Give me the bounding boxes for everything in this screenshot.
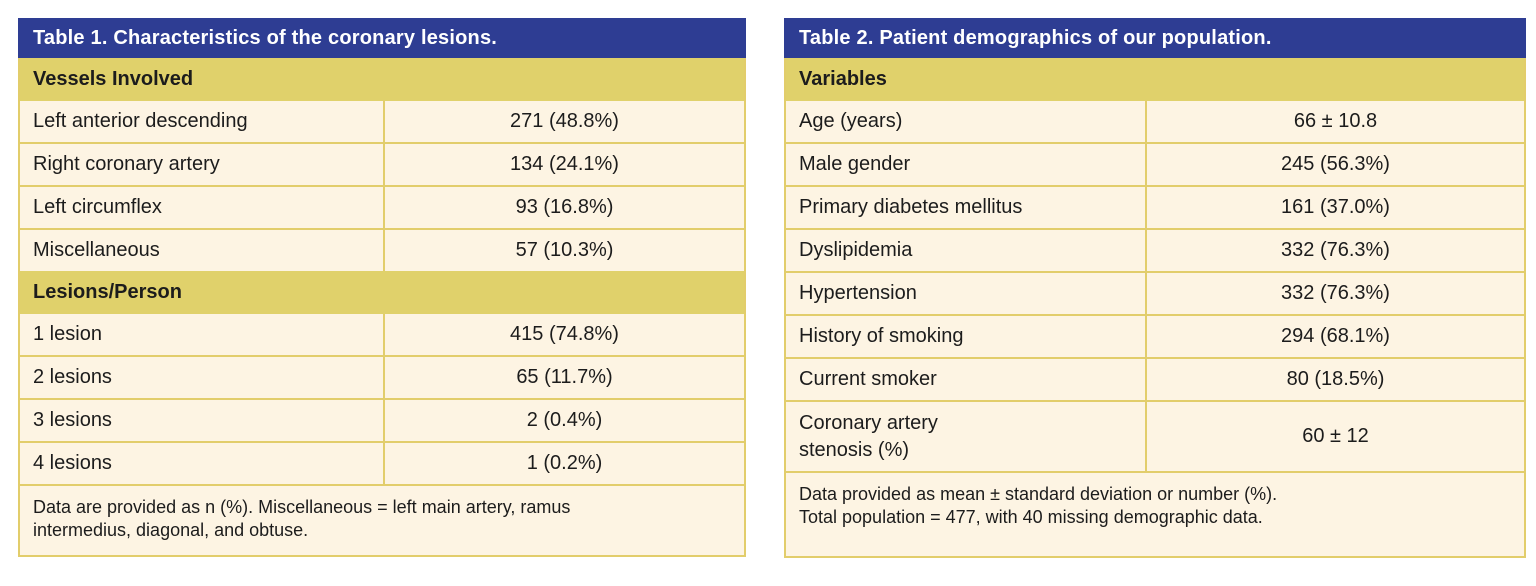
table-row: 3 lesions 2 (0.4%) (20, 398, 744, 441)
row-value: 161 (37.0%) (1281, 196, 1390, 218)
table1-body: Vessels Involved Left anterior descending… (18, 58, 746, 557)
row-label: Age (years) (786, 101, 1147, 142)
row-value: 415 (74.8%) (510, 323, 619, 345)
section-header: Variables (786, 58, 1524, 101)
row-label: 4 lesions (20, 443, 385, 484)
table-row: Male gender 245 (56.3%) (786, 142, 1524, 185)
section-header: Lesions/Person (20, 271, 744, 314)
row-label: Dyslipidemia (786, 230, 1147, 271)
table-row: Coronary artery stenosis (%) 60 ± 12 (786, 400, 1524, 471)
row-value: 332 (76.3%) (1281, 282, 1390, 304)
row-label: Miscellaneous (20, 230, 385, 271)
table-row: Primary diabetes mellitus 161 (37.0%) (786, 185, 1524, 228)
row-value: 332 (76.3%) (1281, 239, 1390, 261)
row-value: 271 (48.8%) (510, 110, 619, 132)
section-header: Vessels Involved (20, 58, 744, 101)
table-row: Left circumflex 93 (16.8%) (20, 185, 744, 228)
table-row: Miscellaneous 57 (10.3%) (20, 228, 744, 271)
table2-title: Table 2. Patient demographics of our pop… (784, 18, 1526, 58)
row-value: 93 (16.8%) (515, 196, 614, 218)
row-label: Left anterior descending (20, 101, 385, 142)
row-label: 2 lesions (20, 357, 385, 398)
table-row: 1 lesion 415 (74.8%) (20, 314, 744, 355)
row-label: Hypertension (786, 273, 1147, 314)
row-label: Left circumflex (20, 187, 385, 228)
row-label: 3 lesions (20, 400, 385, 441)
row-value: 66 ± 10.8 (1293, 110, 1378, 132)
row-label: Primary diabetes mellitus (786, 187, 1147, 228)
row-value: 134 (24.1%) (510, 153, 619, 175)
row-value: 57 (10.3%) (515, 239, 614, 261)
footnote: Data are provided as n (%). Miscellaneou… (20, 484, 744, 555)
table-row: Right coronary artery 134 (24.1%) (20, 142, 744, 185)
table-row: Hypertension 332 (76.3%) (786, 271, 1524, 314)
row-value: 294 (68.1%) (1281, 325, 1390, 347)
row-value: 245 (56.3%) (1281, 153, 1390, 175)
footnote: Data provided as mean ± standard deviati… (786, 471, 1524, 556)
table-row: History of smoking 294 (68.1%) (786, 314, 1524, 357)
row-value: 2 (0.4%) (526, 409, 603, 431)
table-row: 4 lesions 1 (0.2%) (20, 441, 744, 484)
row-label: History of smoking (786, 316, 1147, 357)
table-row: Current smoker 80 (18.5%) (786, 357, 1524, 400)
table-row: Dyslipidemia 332 (76.3%) (786, 228, 1524, 271)
row-label: Current smoker (786, 359, 1147, 400)
row-label: Male gender (786, 144, 1147, 185)
table2: Table 2. Patient demographics of our pop… (784, 18, 1526, 558)
table-row: 2 lesions 65 (11.7%) (20, 355, 744, 398)
row-label: 1 lesion (20, 314, 385, 355)
row-label: Coronary artery stenosis (%) (786, 402, 1147, 471)
row-value: 60 ± 12 (1302, 425, 1369, 447)
tables-container: Table 1. Characteristics of the coronary… (18, 18, 1526, 558)
table2-body: Variables Age (years) 66 ± 10.8 Male gender… (784, 58, 1526, 558)
row-label: Right coronary artery (20, 144, 385, 185)
row-value: 65 (11.7%) (516, 366, 613, 388)
table-row: Age (years) 66 ± 10.8 (786, 101, 1524, 142)
table1: Table 1. Characteristics of the coronary… (18, 18, 746, 557)
table-row: Left anterior descending 271 (48.8%) (20, 101, 744, 142)
row-value: 80 (18.5%) (1286, 368, 1385, 390)
table1-title: Table 1. Characteristics of the coronary… (18, 18, 746, 58)
row-value: 1 (0.2%) (526, 452, 603, 474)
